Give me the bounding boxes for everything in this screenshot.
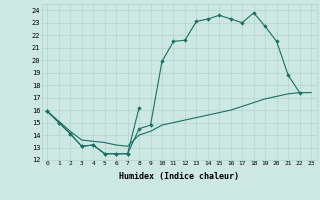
X-axis label: Humidex (Indice chaleur): Humidex (Indice chaleur) <box>119 172 239 181</box>
